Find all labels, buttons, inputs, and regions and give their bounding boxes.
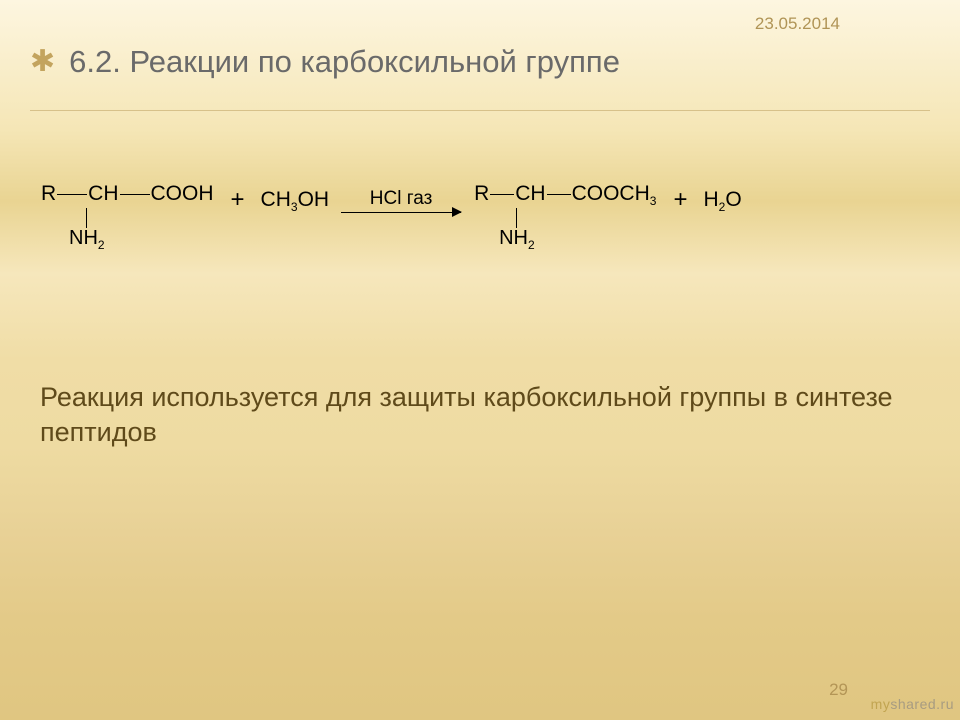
coo-label: COOCH (572, 182, 650, 205)
bullet-icon: ✱ (30, 47, 55, 77)
atom-r: R (40, 182, 57, 206)
reaction-equation: R CH COOH NH2 + CH3OH (40, 180, 940, 248)
bond-icon (57, 194, 87, 195)
reactant-methanol: CH3OH (261, 188, 330, 212)
reaction-arrow: HCl газ (341, 188, 461, 213)
o-label: O (725, 188, 741, 211)
watermark: myshared.ru (871, 696, 954, 712)
atom-r: R (473, 182, 490, 206)
bond-icon (490, 194, 514, 195)
atom-ch: CH (514, 182, 546, 206)
nh-label: NH (499, 227, 528, 249)
bond-icon (516, 208, 517, 228)
bond-icon (547, 194, 571, 195)
nh-sub: 2 (528, 238, 535, 252)
atom-ch: CH (87, 182, 119, 206)
ch-sub: 3 (291, 200, 298, 214)
product-ester: R CH COOCH3 NH2 (473, 180, 657, 248)
bond-icon (86, 208, 87, 228)
reactant-amino-acid: R CH COOH NH2 (40, 180, 215, 248)
title-row: ✱ 6.2. Реакции по карбоксильной группе (30, 44, 620, 80)
title-divider (30, 110, 930, 111)
plus-sign: + (669, 186, 691, 214)
slide: 23.05.2014 ✱ 6.2. Реакции по карбоксильн… (0, 0, 960, 720)
h-label: H (703, 188, 718, 211)
slide-title: 6.2. Реакции по карбоксильной группе (69, 44, 620, 80)
ch-label: CH (261, 188, 291, 211)
page-number: 29 (829, 680, 848, 700)
nh2-group: NH2 (69, 208, 105, 248)
plus-sign: + (227, 186, 249, 214)
group-cooh: COOH (150, 182, 215, 206)
group-cooch3: COOCH3 (571, 182, 658, 206)
nh-label: NH (69, 227, 98, 249)
nh-sub: 2 (98, 238, 105, 252)
slide-date: 23.05.2014 (755, 14, 840, 34)
arrow-condition: HCl газ (370, 188, 433, 210)
body-text: Реакция используется для защиты карбокси… (40, 380, 900, 450)
arrow-icon (341, 212, 461, 213)
oh-label: OH (298, 188, 330, 211)
watermark-prefix: my (871, 696, 891, 712)
bond-icon (120, 194, 150, 195)
product-water: H2O (703, 188, 741, 212)
nh2-group: NH2 (499, 208, 535, 248)
watermark-rest: shared.ru (890, 696, 954, 712)
coo-sub: 3 (650, 194, 657, 208)
